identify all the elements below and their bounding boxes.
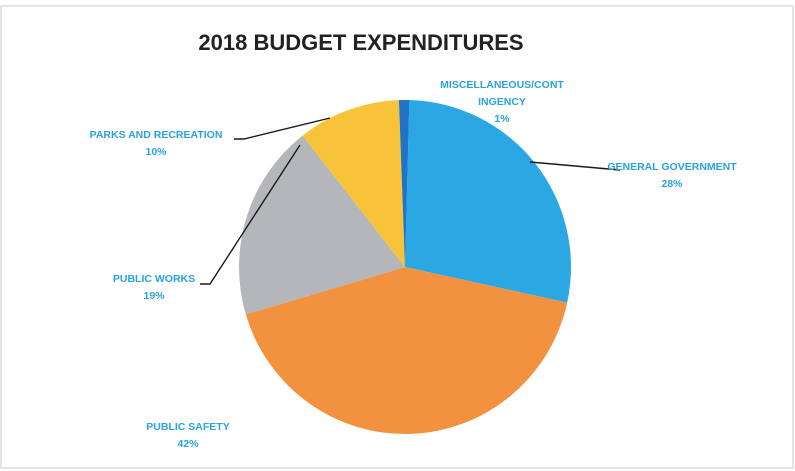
slice-name-label: PARKS AND RECREATION <box>90 129 223 141</box>
leader-line-general-government <box>529 161 621 171</box>
slice-percent-label: 42% <box>177 438 199 450</box>
slice-percent-label: 28% <box>661 178 683 190</box>
slice-name-label: PUBLIC SAFETY <box>146 421 229 433</box>
pie-slice-miscellaneous-contingency <box>398 100 410 267</box>
pie-slice-public-safety <box>245 267 568 434</box>
slice-name-label: MISCELLANEOUS/CONT <box>440 79 564 91</box>
pie-slice-general-government <box>405 100 572 303</box>
chart-title: 2018 BUDGET EXPENDITURES <box>198 30 523 55</box>
slice-label-public-works: PUBLIC WORKS 19% <box>113 273 195 302</box>
chart-frame <box>0 5 794 469</box>
pie-slices <box>239 100 572 434</box>
slice-label-miscellaneous-contingency: MISCELLANEOUS/CONT INGENCY 1% <box>440 79 564 125</box>
slice-label-parks-and-recreation: PARKS AND RECREATION 10% <box>90 129 223 158</box>
slice-label-public-safety: PUBLIC SAFETY 42% <box>146 421 229 450</box>
pie-slice-parks-and-recreation <box>302 100 405 267</box>
slice-label-general-government: GENERAL GOVERNMENT 28% <box>607 161 737 190</box>
leader-lines <box>200 117 621 285</box>
slice-percent-label: 19% <box>143 290 165 302</box>
leader-line-parks-and-recreation <box>234 117 331 140</box>
pie-slice-public-works <box>239 135 405 315</box>
slice-name-label: INGENCY <box>478 96 526 108</box>
leader-line-public-works <box>200 144 301 285</box>
slice-percent-label: 10% <box>145 146 167 158</box>
slice-labels: GENERAL GOVERNMENT 28%PUBLIC SAFETY 42%PUB… <box>90 79 738 450</box>
slice-name-label: PUBLIC WORKS <box>113 273 195 285</box>
slice-percent-label: 1% <box>494 113 510 125</box>
slice-name-label: GENERAL GOVERNMENT <box>607 161 737 173</box>
